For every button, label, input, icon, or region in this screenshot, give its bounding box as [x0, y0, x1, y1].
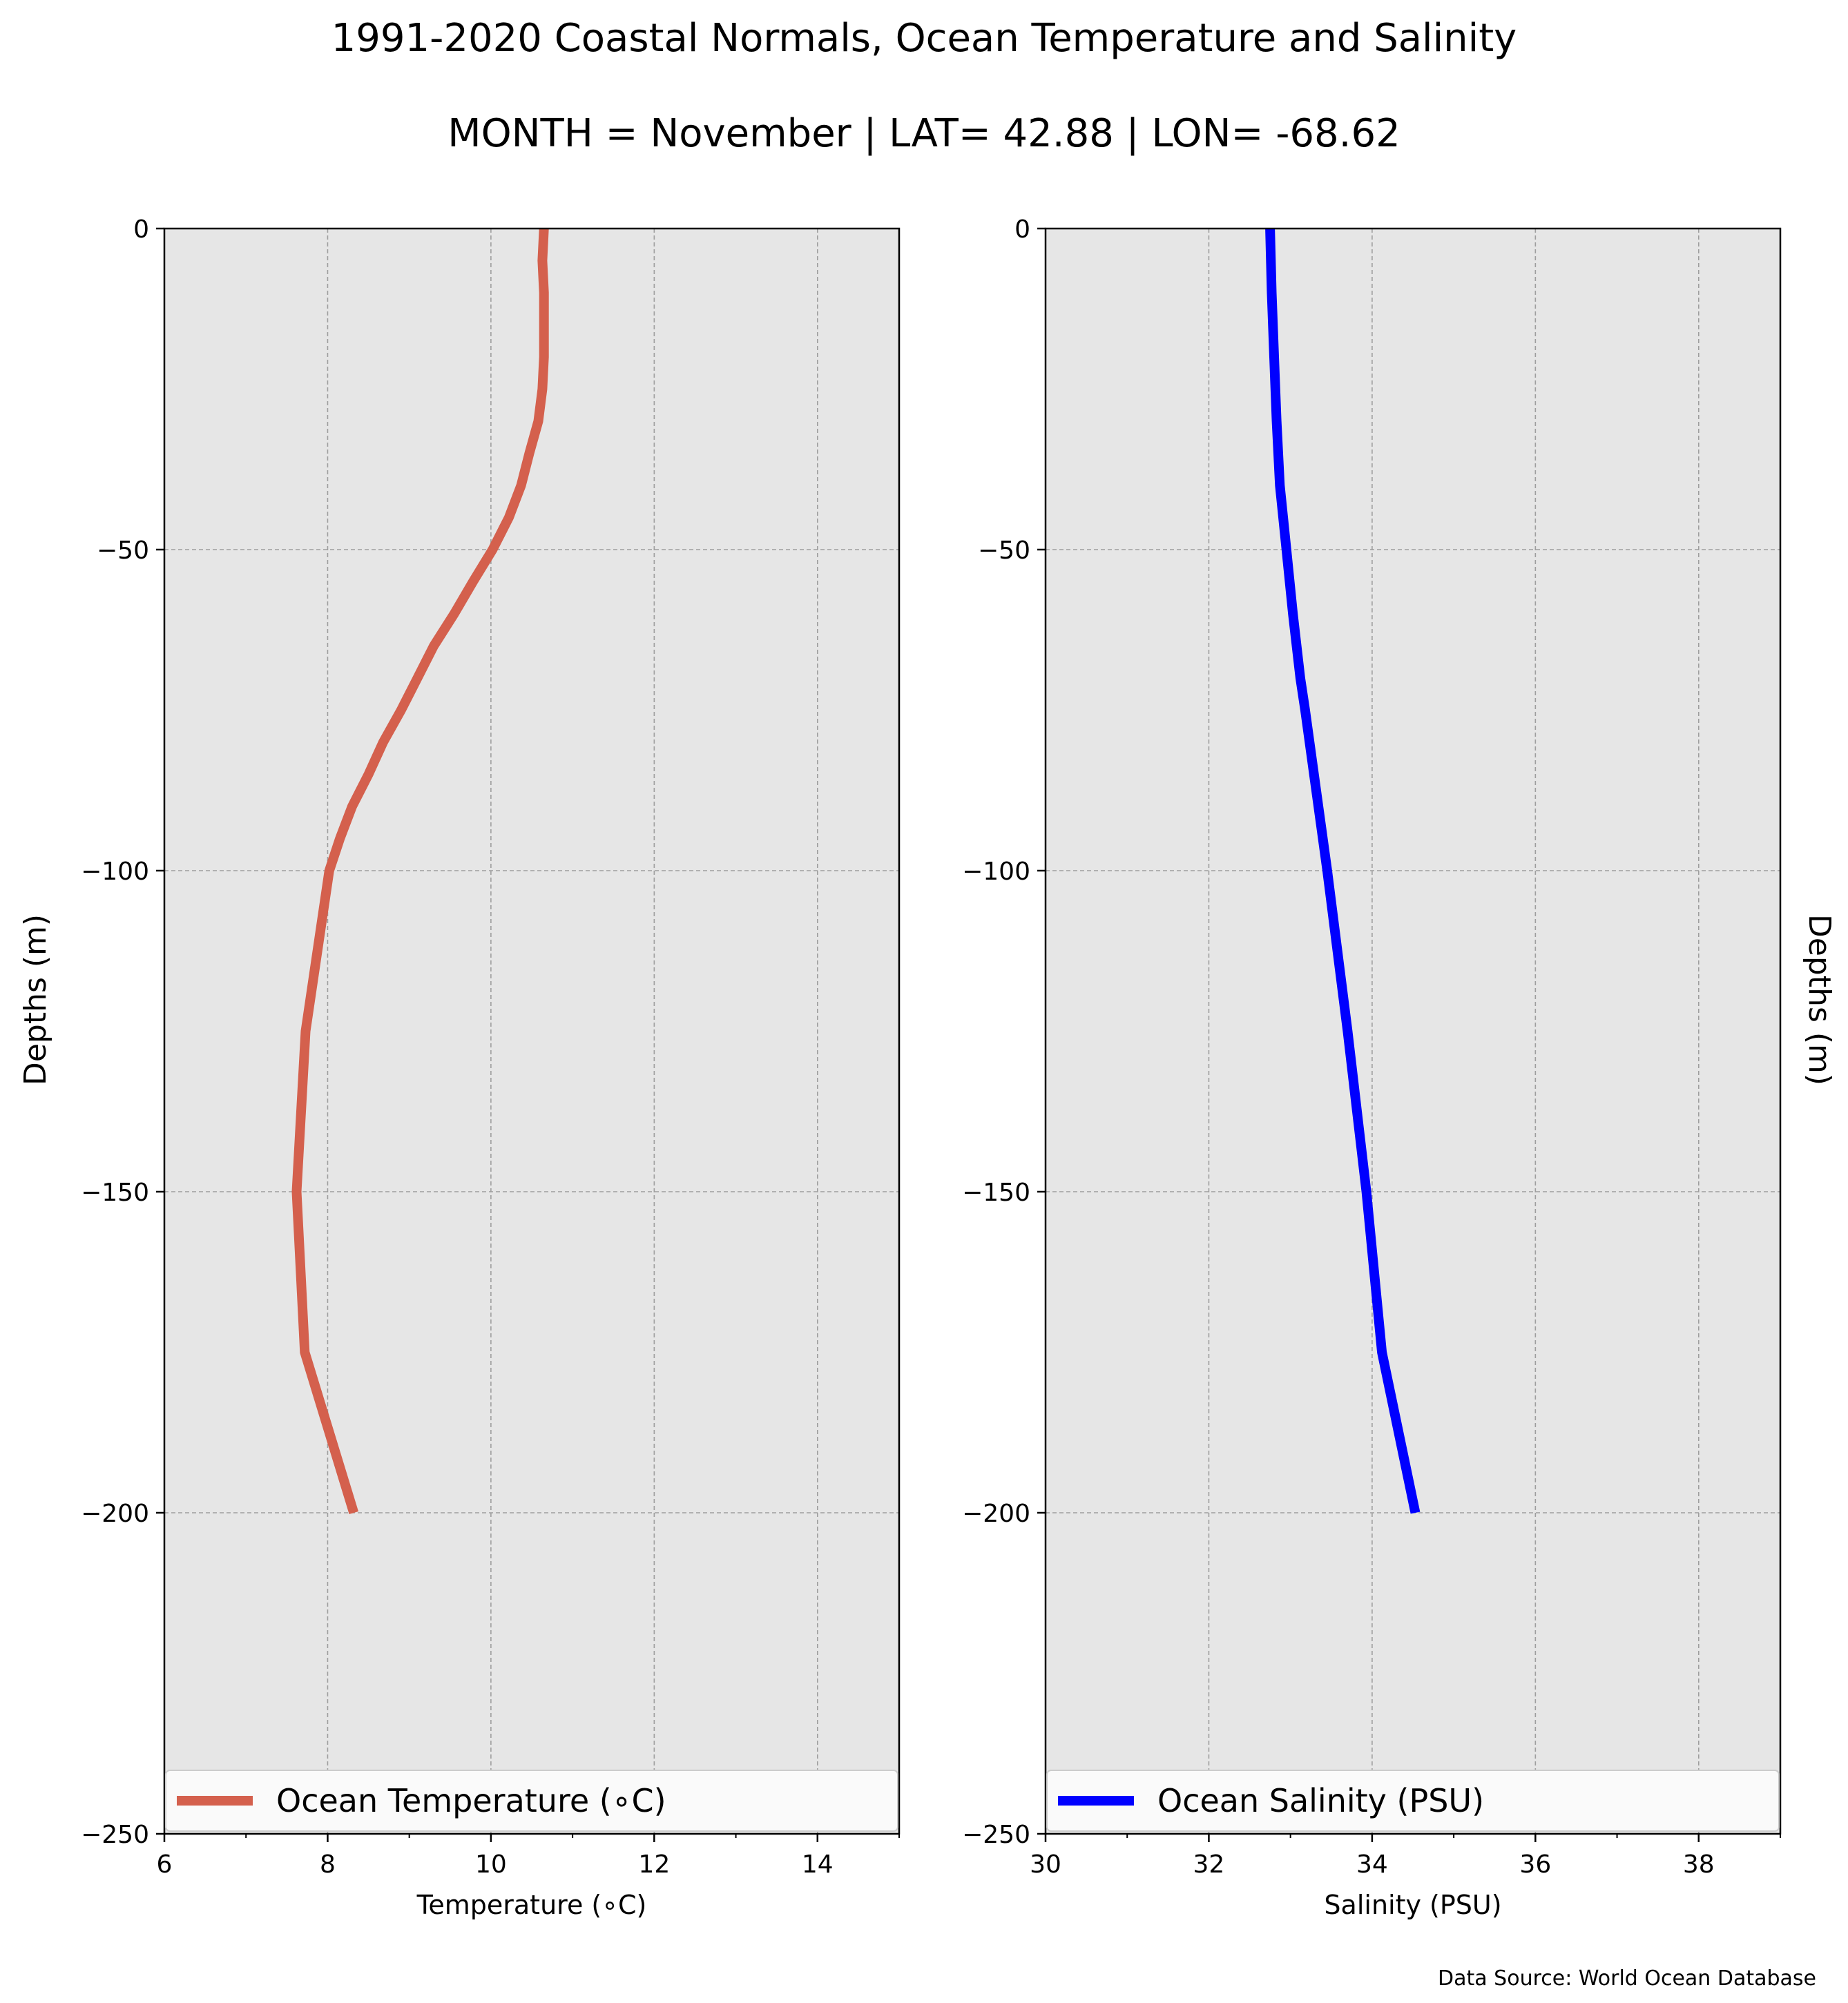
temperature-y-tick-label: −100 [81, 858, 149, 886]
data-source-note: Data Source: World Ocean Database [1438, 1966, 1816, 1991]
salinity-y-tick-label: −250 [962, 1821, 1030, 1849]
temperature-x-tick-label: 10 [475, 1850, 507, 1879]
salinity-y-tick-label: −200 [962, 1500, 1030, 1528]
temperature-y-tick-label: −150 [81, 1179, 149, 1207]
salinity-legend-label: Ocean Salinity (PSU) [1157, 1782, 1484, 1819]
salinity-legend: Ocean Salinity (PSU) [1046, 1770, 1780, 1832]
temperature-legend-label: Ocean Temperature (∘C) [276, 1782, 666, 1819]
salinity-x-tick-label: 30 [1030, 1850, 1061, 1879]
salinity-y-tick-label: −50 [978, 536, 1030, 565]
temperature-plot-area [164, 229, 899, 1834]
salinity-x-axis-label: Salinity (PSU) [1324, 1890, 1501, 1920]
temperature-y-tick-label: 0 [133, 215, 149, 244]
temperature-legend: Ocean Temperature (∘C) [165, 1770, 898, 1832]
temperature-axes-frame [163, 227, 901, 1835]
salinity-legend-box [1046, 1770, 1780, 1832]
left-y-axis-label: Depths (m) [18, 914, 53, 1085]
temperature-x-tick-label: 6 [157, 1850, 173, 1879]
salinity-plot-area [1046, 229, 1780, 1834]
salinity-axes-frame [1044, 227, 1782, 1835]
temperature-profile-line [291, 228, 549, 1515]
temperature-x-tick-label: 14 [802, 1850, 834, 1879]
temperature-y-tick-label: −250 [81, 1821, 149, 1849]
salinity-x-tick-label: 32 [1193, 1850, 1225, 1879]
temperature-panel: 6 8 10 12 14 0 −50 −100 −150 −200 −250 Temperature … [81, 215, 901, 1920]
salinity-y-tick-label: −100 [962, 858, 1030, 886]
temperature-x-axis-label: Temperature (∘C) [416, 1890, 647, 1920]
salinity-x-tick-label: 34 [1356, 1850, 1388, 1879]
salinity-x-tick-label: 36 [1519, 1850, 1551, 1879]
chart-subtitle: MONTH = November | LAT= 42.88 | LON= -68… [447, 111, 1401, 156]
temperature-x-tick-label: 8 [320, 1850, 336, 1879]
salinity-y-tick-label: −150 [962, 1179, 1030, 1207]
salinity-profile-line [1265, 228, 1421, 1514]
chart-title: 1991-2020 Coastal Normals, Ocean Tempera… [331, 16, 1517, 61]
right-y-axis-label: Depths (m) [1802, 914, 1837, 1085]
salinity-panel: 30 32 34 36 38 0 −50 −100 −150 −200 −250 Salinity (… [962, 215, 1782, 1920]
temperature-y-tick-label: −200 [81, 1500, 149, 1528]
temperature-legend-box [165, 1770, 898, 1832]
temperature-y-tick-label: −50 [97, 536, 149, 565]
salinity-x-tick-label: 38 [1683, 1850, 1715, 1879]
temperature-x-tick-label: 12 [638, 1850, 670, 1879]
salinity-y-tick-label: 0 [1014, 215, 1030, 244]
